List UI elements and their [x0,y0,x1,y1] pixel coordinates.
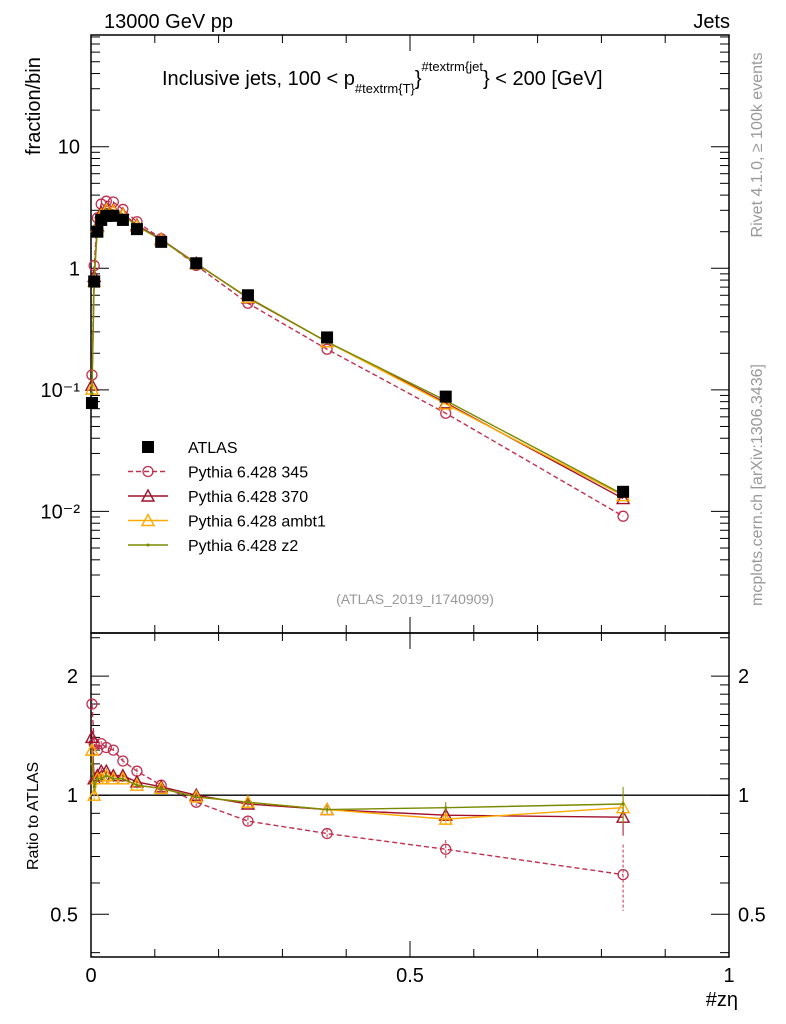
ratio-line [91,703,624,876]
ratio-axis-label: Ratio to ATLAS [25,762,42,870]
main-frame [90,34,730,634]
analysis-watermark: (ATLAS_2019_I1740909) [336,591,494,607]
dot-marker [246,800,250,804]
ratio-tick-label-right: 2 [738,666,749,688]
ratio-tick-label: 2 [67,666,78,688]
square-marker [155,235,168,248]
legend-label: ATLAS [188,440,238,457]
ratio-tick-label: 1 [67,785,78,807]
legend-label: Pythia 6.428 z2 [188,538,298,555]
dot-marker [99,777,103,781]
circle-marker [107,196,119,208]
circle-marker [86,698,98,710]
header-energy: 13000 GeV pp [104,11,233,33]
circle-marker [440,843,452,855]
dot-marker [621,802,625,806]
dot-marker [194,795,198,799]
x-tick-label: 0 [85,965,96,987]
triangle-marker [615,491,631,505]
rivet-label: Rivet 4.1.0, ≥ 100k events [749,53,766,238]
square-marker [130,223,143,236]
square-marker [241,289,254,302]
dot-marker [121,777,125,781]
series-pythia-6-428-ambt1 [84,202,631,826]
legend: ATLAS Pythia 6.428 345 Pythia 6.428 370 Pyt… [128,440,326,555]
series-line [91,200,624,517]
ratio-line [91,763,624,811]
circle-marker [107,744,119,756]
series-atlas [85,209,630,498]
triangle-marker [240,796,256,810]
ratio-tick-label: 0.5 [50,904,78,926]
ratio-tick-label-right: 0.5 [738,904,766,926]
square-marker [190,257,203,270]
y-tick-label: 10⁻² [41,501,81,523]
square-marker [85,396,98,409]
legend-label: Pythia 6.428 345 [188,465,308,482]
y-tick-label: 10 [58,137,80,159]
dot-marker [90,391,94,395]
dot-marker [111,777,115,781]
circle-marker [321,827,333,840]
square-marker [321,331,334,344]
triangle-marker [438,811,453,825]
triangle-marker [99,768,114,782]
dot-marker [95,777,99,781]
circle-marker [100,195,112,207]
circle-marker [242,815,254,827]
square-marker [91,225,104,238]
triangle-marker [84,729,100,744]
series-pythia-6-428-z2 [90,208,625,824]
series-pythia-6-428-370 [84,201,631,836]
circle-marker [617,868,629,881]
y-tick-label: 10⁻¹ [41,380,81,402]
series-pythia-6-428-345 [86,195,629,911]
dot-marker [159,786,163,790]
x-tick-label: 0.5 [396,965,424,987]
dot-marker [135,783,139,787]
circle-marker [617,510,629,522]
square-marker [439,390,452,403]
series-line [91,209,624,496]
circle-marker [100,741,112,754]
legend-label: Pythia 6.428 ambt1 [188,514,326,531]
square-marker [617,485,630,498]
square-marker [107,209,120,222]
circle-marker [117,755,129,767]
circle-marker [142,465,154,478]
ratio-tick-label-right: 1 [738,785,749,807]
dot-marker [146,543,150,547]
plot-title: Inclusive jets, 100 < p#textrm{T}}#textr… [162,59,603,96]
dot-marker [104,774,108,778]
y-tick-label: 1 [69,258,80,280]
triangle-marker [84,742,100,756]
triangle-marker [438,396,453,410]
square-marker [142,441,154,453]
triangle-marker [140,513,156,527]
y-axis-label: fraction/bin [23,57,45,155]
triangle-marker [140,488,156,502]
dot-marker [92,785,96,789]
legend-label: Pythia 6.428 370 [188,489,308,506]
x-tick-label: 1 [723,965,734,987]
dot-marker [90,762,94,766]
square-marker [88,275,101,288]
circle-marker [321,343,333,355]
dot-marker [325,808,329,812]
triangle-marker [87,787,102,801]
triangle-marker [154,779,169,793]
dot-marker [444,806,448,810]
triangle-marker [129,777,145,791]
mcplots-label: mcplots.cern.ch [arXiv:1306.3436] [749,364,766,606]
square-marker [116,213,129,226]
x-axis-label: #zη [706,989,738,1011]
header-process: Jets [693,11,730,33]
